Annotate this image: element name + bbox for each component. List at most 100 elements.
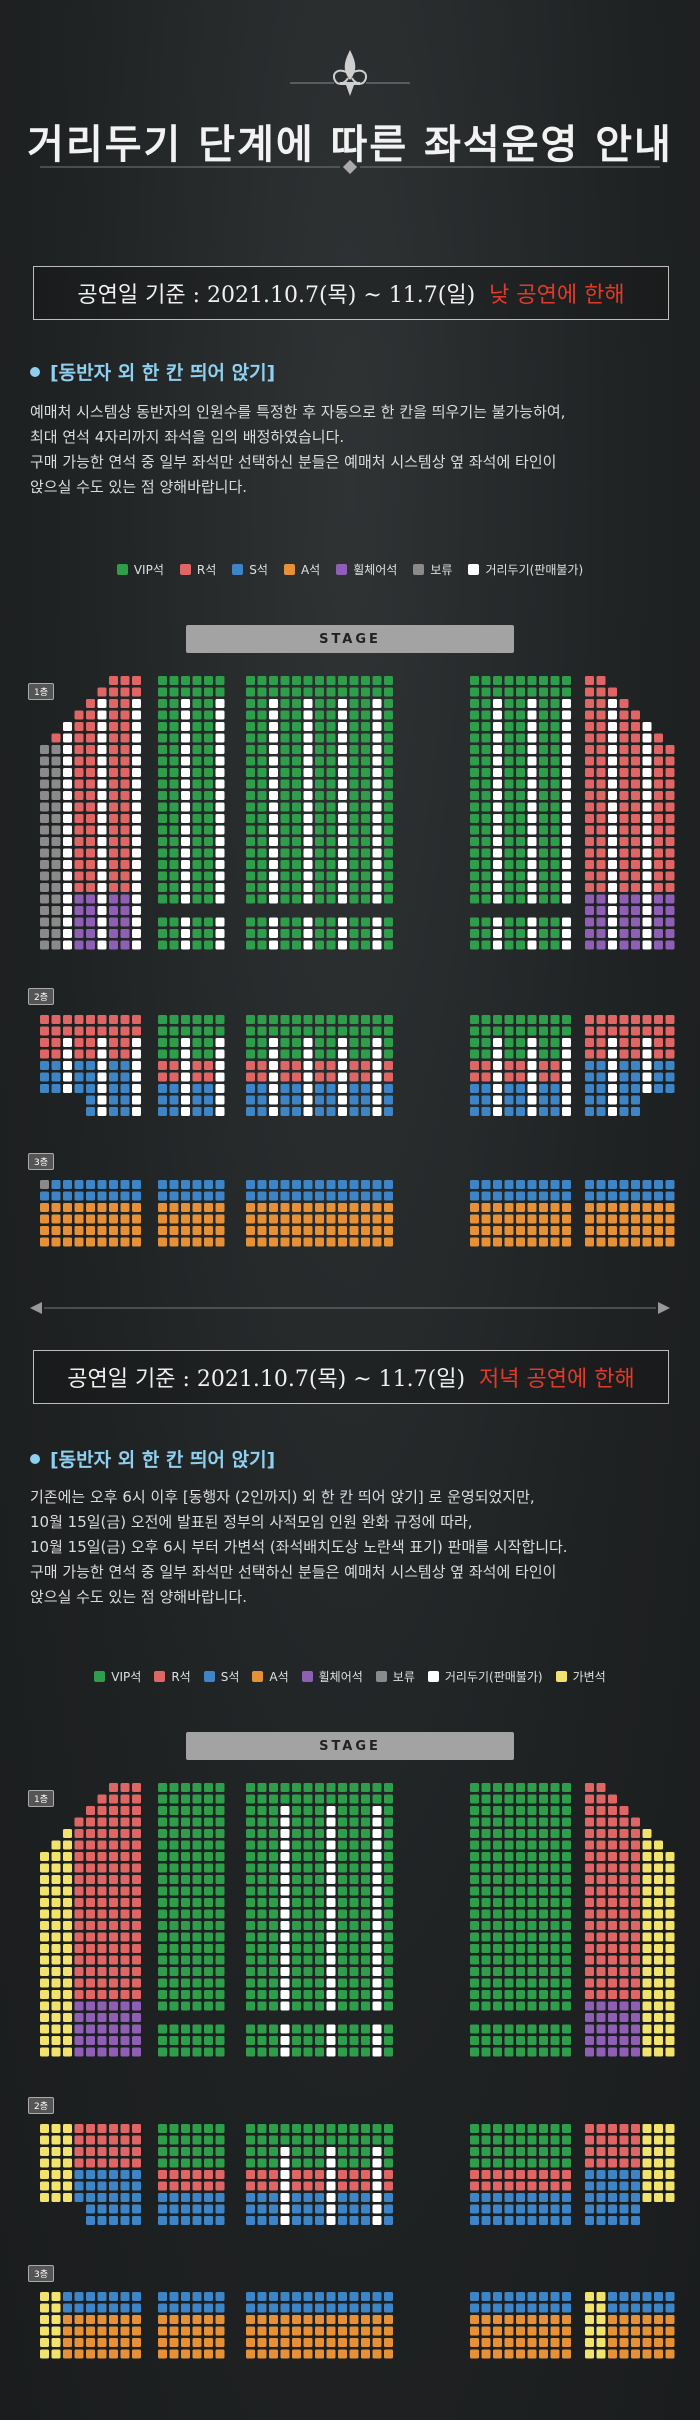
seat bbox=[504, 699, 514, 708]
seat bbox=[539, 2001, 548, 2011]
seat bbox=[361, 676, 370, 685]
seat bbox=[86, 722, 95, 731]
seat bbox=[326, 2216, 336, 2225]
seat bbox=[132, 1978, 141, 1988]
seat bbox=[585, 825, 594, 835]
seat bbox=[74, 2181, 84, 2191]
seat bbox=[132, 917, 141, 927]
seat bbox=[132, 2349, 141, 2359]
seat bbox=[158, 2315, 167, 2324]
seat bbox=[40, 929, 49, 938]
seat bbox=[292, 1955, 301, 1965]
seat bbox=[86, 2326, 95, 2336]
seat bbox=[109, 2124, 118, 2133]
seat bbox=[132, 1852, 141, 1861]
seat bbox=[585, 710, 594, 720]
seat bbox=[169, 1909, 179, 1919]
notice-line: 앉으실 수도 있는 점 양해바랍니다. bbox=[30, 478, 248, 496]
seat bbox=[158, 1932, 167, 1942]
seat bbox=[539, 1955, 548, 1965]
seat bbox=[269, 1898, 278, 1907]
seat bbox=[361, 2001, 370, 2011]
seat bbox=[493, 2292, 502, 2301]
seat bbox=[384, 1875, 393, 1884]
seat bbox=[63, 802, 72, 812]
seat bbox=[315, 848, 324, 858]
seat bbox=[158, 2349, 167, 2359]
seat bbox=[109, 1909, 118, 1919]
seat bbox=[326, 1921, 336, 1930]
seat bbox=[257, 802, 267, 812]
seat bbox=[481, 917, 491, 927]
seat bbox=[292, 1978, 301, 1988]
seat bbox=[619, 894, 629, 904]
seat bbox=[215, 722, 225, 731]
seat bbox=[51, 860, 61, 869]
seat bbox=[158, 1829, 167, 1838]
seat bbox=[97, 929, 107, 938]
seat bbox=[246, 1990, 255, 1999]
seat bbox=[120, 1783, 130, 1792]
seat bbox=[158, 2036, 167, 2045]
seat bbox=[516, 1863, 525, 1873]
seat bbox=[315, 1863, 324, 1873]
seat bbox=[169, 710, 179, 720]
seat bbox=[292, 2181, 301, 2191]
seat bbox=[109, 1794, 118, 1804]
seat bbox=[481, 2292, 491, 2301]
seat bbox=[40, 756, 49, 766]
seat bbox=[97, 2158, 107, 2168]
seat bbox=[550, 2135, 560, 2145]
seat bbox=[562, 676, 571, 685]
seat bbox=[257, 1898, 267, 1907]
seat bbox=[642, 2158, 652, 2168]
seat bbox=[132, 2193, 141, 2202]
seat bbox=[338, 917, 347, 927]
seat bbox=[181, 2216, 190, 2225]
seat bbox=[246, 2047, 255, 2057]
seat bbox=[257, 2024, 267, 2034]
seat bbox=[361, 825, 370, 835]
seat bbox=[504, 2338, 514, 2347]
seat bbox=[303, 2147, 313, 2156]
seat bbox=[303, 848, 313, 858]
seat bbox=[303, 1783, 313, 1792]
seat bbox=[40, 1944, 49, 1953]
seat bbox=[585, 2315, 594, 2324]
seat bbox=[192, 1898, 202, 1907]
seat bbox=[132, 687, 141, 697]
seat bbox=[384, 733, 393, 743]
seat bbox=[654, 1967, 663, 1976]
seat bbox=[619, 1955, 629, 1965]
seat bbox=[596, 871, 606, 881]
seat bbox=[158, 2124, 167, 2133]
seat bbox=[292, 917, 301, 927]
seat bbox=[585, 1909, 594, 1919]
seat bbox=[326, 894, 336, 904]
seat bbox=[181, 802, 190, 812]
seat bbox=[292, 1806, 301, 1815]
seat bbox=[246, 2036, 255, 2045]
seat bbox=[97, 906, 107, 915]
seat bbox=[608, 2292, 617, 2301]
seat bbox=[504, 802, 514, 812]
seat bbox=[562, 1783, 571, 1792]
seat bbox=[585, 860, 594, 869]
seat bbox=[539, 1806, 548, 1815]
seat bbox=[246, 779, 255, 789]
seat bbox=[120, 676, 130, 685]
seat bbox=[516, 837, 525, 846]
seat bbox=[326, 2147, 336, 2156]
seat bbox=[204, 2001, 213, 2011]
seat bbox=[280, 1794, 290, 1804]
seat bbox=[493, 825, 502, 835]
seat bbox=[215, 1898, 225, 1907]
seat bbox=[181, 2303, 190, 2313]
seat bbox=[97, 814, 107, 823]
seat bbox=[280, 768, 290, 777]
seat bbox=[470, 791, 479, 800]
seat bbox=[550, 2147, 560, 2156]
seat bbox=[215, 825, 225, 835]
seat bbox=[596, 802, 606, 812]
seat bbox=[292, 676, 301, 685]
